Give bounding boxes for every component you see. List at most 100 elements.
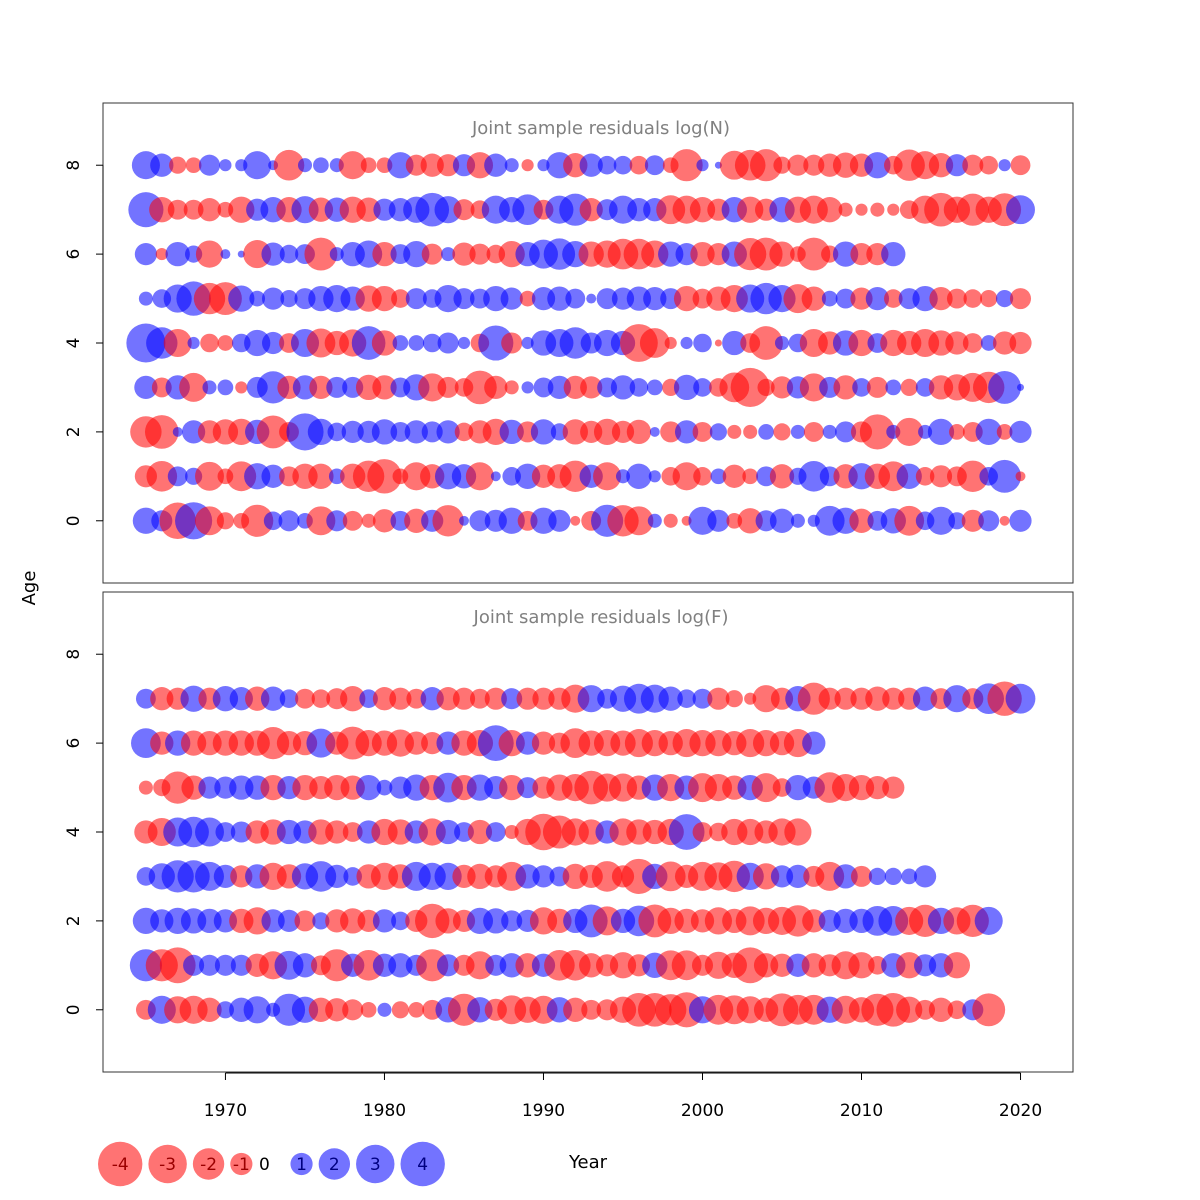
residual-bubble: [786, 864, 810, 889]
residual-bubble: [690, 241, 715, 267]
residual-bubble: [277, 909, 301, 933]
residual-bubble: [436, 420, 460, 444]
residual-bubble: [183, 199, 204, 220]
residual-bubble: [197, 198, 222, 222]
residual-bubble: [673, 374, 700, 401]
residual-bubble: [405, 288, 427, 310]
residual-bubble: [273, 149, 305, 181]
x-tick-label: 1990: [522, 1101, 565, 1121]
residual-bubble: [882, 776, 905, 799]
residual-bubble: [355, 774, 382, 801]
residual-bubble: [478, 325, 514, 361]
residual-bubble: [421, 243, 443, 265]
residual-bubble: [577, 685, 605, 713]
residual-bubble: [818, 687, 841, 710]
residual-bubble: [420, 153, 444, 177]
residual-bubble: [485, 822, 506, 842]
residual-bubble: [563, 375, 587, 400]
residual-bubble: [895, 417, 924, 446]
residual-bubble: [533, 377, 554, 398]
residual-bubble: [896, 463, 922, 489]
residual-bubble: [801, 286, 826, 311]
y-tick-label: 2: [64, 426, 84, 437]
residual-bubble: [1006, 195, 1035, 225]
residual-bubble: [356, 197, 381, 222]
residual-bubble: [500, 287, 523, 310]
residual-bubble: [260, 686, 286, 711]
residual-bubble: [658, 686, 683, 711]
y-tick-label: 4: [64, 827, 84, 838]
residual-bubble: [360, 157, 377, 174]
residual-bubble: [579, 953, 604, 978]
residual-bubble: [855, 203, 868, 216]
residual-bubble: [664, 336, 677, 350]
residual-bubble: [404, 508, 429, 533]
residual-bubble: [832, 241, 859, 267]
residual-bubble: [404, 420, 428, 444]
residual-bubble: [326, 376, 348, 398]
residual-bubble: [848, 329, 875, 357]
residual-bubble: [864, 152, 891, 179]
residual-bubble: [579, 153, 603, 177]
residual-bubble: [978, 510, 1000, 532]
residual-bubble: [195, 240, 224, 268]
residual-bubble: [559, 327, 591, 359]
residual-bubble: [688, 506, 717, 535]
residual-bubble: [581, 999, 602, 1020]
residual-bubble: [167, 466, 188, 487]
residual-bubble: [674, 420, 699, 444]
residual-bubble: [404, 731, 428, 755]
residual-bubble: [926, 506, 956, 535]
residual-bubble: [501, 332, 523, 354]
residual-bubble: [155, 248, 168, 261]
residual-bubble: [998, 159, 1011, 172]
panel-log-n: Joint sample residuals log(N) 0 2 4 6 8: [64, 102, 1074, 584]
residual-bubble: [342, 822, 363, 842]
residual-bubble: [799, 373, 828, 402]
residual-bubble: [750, 149, 783, 182]
residual-bubble: [437, 954, 460, 977]
residual-bubble: [790, 513, 805, 528]
residual-bubble: [900, 378, 918, 396]
residual-bubble: [962, 333, 983, 353]
residual-bubble: [774, 335, 790, 351]
legend-bubble: [98, 1141, 143, 1187]
residual-bubble: [949, 424, 965, 440]
residual-bubble: [752, 685, 780, 713]
legend-label: 4: [417, 1155, 428, 1175]
residual-bubble: [626, 463, 652, 489]
residual-bubble: [624, 506, 654, 536]
residual-bubble: [773, 423, 791, 441]
residual-bubble: [639, 328, 670, 358]
residual-bubble: [484, 375, 508, 400]
residual-bubble: [790, 424, 805, 439]
residual-bubble: [483, 285, 509, 312]
residual-bubble: [914, 865, 937, 888]
residual-bubble: [499, 419, 524, 445]
residual-bubble: [797, 682, 830, 715]
residual-bubble: [852, 378, 871, 397]
residual-bubble: [469, 510, 491, 532]
residual-bubble: [340, 686, 366, 712]
x-tick-label: 1970: [204, 1101, 247, 1121]
residual-bubble: [357, 909, 380, 933]
residual-bubble: [530, 507, 557, 534]
residual-bubble: [434, 285, 462, 313]
residual-bubble: [859, 414, 895, 450]
x-axis-label: Year: [568, 1152, 608, 1173]
residual-bubble: [403, 240, 430, 268]
residual-bubble: [516, 687, 539, 710]
residual-bubble: [562, 419, 588, 445]
residual-bubble: [325, 864, 349, 889]
residual-bubble: [957, 460, 989, 492]
residual-bubble: [770, 376, 794, 399]
residual-bubble: [181, 775, 206, 800]
residual-bubble: [340, 908, 366, 934]
y-tick-label: 4: [64, 338, 84, 349]
residual-bubble: [912, 686, 938, 711]
residual-bubble: [749, 326, 783, 360]
residual-bubble: [179, 372, 209, 402]
residual-bubble: [392, 335, 409, 351]
residual-bubble: [803, 421, 824, 442]
residual-bubble: [835, 421, 857, 443]
